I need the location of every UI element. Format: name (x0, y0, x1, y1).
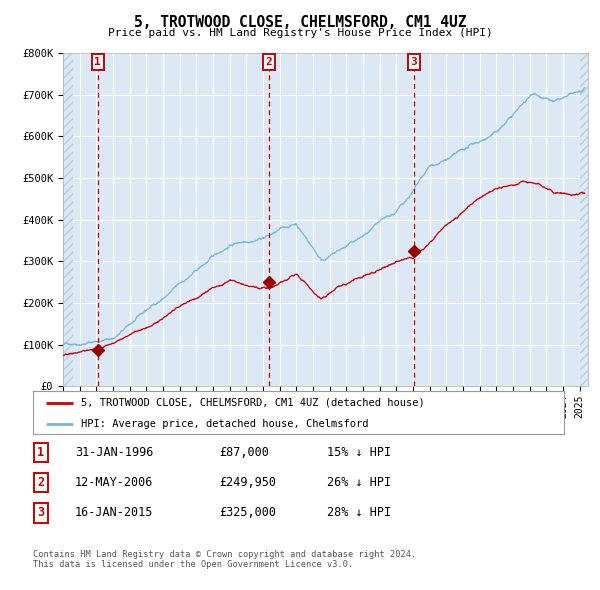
Text: 2: 2 (37, 476, 44, 489)
Text: 28% ↓ HPI: 28% ↓ HPI (327, 506, 391, 519)
Text: £325,000: £325,000 (219, 506, 276, 519)
Text: 1: 1 (94, 57, 101, 67)
Text: 3: 3 (410, 57, 417, 67)
Text: 26% ↓ HPI: 26% ↓ HPI (327, 476, 391, 489)
Text: 16-JAN-2015: 16-JAN-2015 (75, 506, 154, 519)
Text: 31-JAN-1996: 31-JAN-1996 (75, 446, 154, 459)
Text: 5, TROTWOOD CLOSE, CHELMSFORD, CM1 4UZ: 5, TROTWOOD CLOSE, CHELMSFORD, CM1 4UZ (134, 15, 466, 30)
Text: £87,000: £87,000 (219, 446, 269, 459)
Bar (63, 53, 73, 386)
Text: 5, TROTWOOD CLOSE, CHELMSFORD, CM1 4UZ (detached house): 5, TROTWOOD CLOSE, CHELMSFORD, CM1 4UZ (… (81, 398, 425, 408)
Text: £249,950: £249,950 (219, 476, 276, 489)
Text: Contains HM Land Registry data © Crown copyright and database right 2024.
This d: Contains HM Land Registry data © Crown c… (33, 550, 416, 569)
Text: HPI: Average price, detached house, Chelmsford: HPI: Average price, detached house, Chel… (81, 419, 368, 429)
Text: 1: 1 (37, 446, 44, 459)
Text: 15% ↓ HPI: 15% ↓ HPI (327, 446, 391, 459)
Text: Price paid vs. HM Land Registry's House Price Index (HPI): Price paid vs. HM Land Registry's House … (107, 28, 493, 38)
Text: 12-MAY-2006: 12-MAY-2006 (75, 476, 154, 489)
Text: 2: 2 (266, 57, 272, 67)
Bar (580, 53, 588, 386)
Text: 3: 3 (37, 506, 44, 519)
